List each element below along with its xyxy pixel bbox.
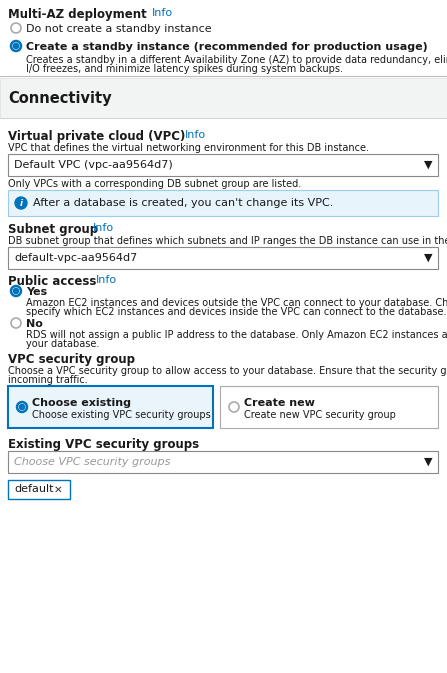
Text: ▼: ▼ — [423, 457, 432, 467]
Text: Choose existing VPC security groups: Choose existing VPC security groups — [32, 410, 211, 420]
Circle shape — [10, 22, 22, 34]
Text: Info: Info — [185, 130, 206, 140]
Circle shape — [10, 285, 22, 297]
Text: Creates a standby in a different Availability Zone (AZ) to provide data redundan: Creates a standby in a different Availab… — [26, 55, 447, 65]
Text: No: No — [26, 319, 43, 329]
Circle shape — [13, 43, 19, 48]
FancyBboxPatch shape — [8, 480, 70, 499]
Text: Only VPCs with a corresponding DB subnet group are listed.: Only VPCs with a corresponding DB subnet… — [8, 179, 301, 189]
Text: ▼: ▼ — [423, 253, 432, 263]
Circle shape — [19, 404, 25, 410]
Text: your database.: your database. — [26, 339, 99, 349]
FancyBboxPatch shape — [8, 451, 438, 473]
Text: ✕: ✕ — [54, 485, 63, 495]
Circle shape — [10, 40, 22, 52]
Text: VPC that defines the virtual networking environment for this DB instance.: VPC that defines the virtual networking … — [8, 143, 369, 153]
Text: incoming traffic.: incoming traffic. — [8, 375, 88, 385]
Text: Choose existing: Choose existing — [32, 398, 131, 408]
Text: default: default — [14, 485, 54, 495]
Text: Info: Info — [96, 275, 117, 285]
Text: Default VPC (vpc-aa9564d7): Default VPC (vpc-aa9564d7) — [14, 160, 173, 170]
Text: Virtual private cloud (VPC): Virtual private cloud (VPC) — [8, 130, 186, 143]
FancyBboxPatch shape — [8, 247, 438, 269]
Text: Existing VPC security groups: Existing VPC security groups — [8, 438, 199, 451]
FancyBboxPatch shape — [8, 386, 213, 428]
Text: Info: Info — [93, 223, 114, 233]
Text: VPC security group: VPC security group — [8, 353, 135, 366]
Text: ▼: ▼ — [423, 160, 432, 170]
Text: RDS will not assign a public IP address to the database. Only Amazon EC2 instanc: RDS will not assign a public IP address … — [26, 330, 447, 340]
Text: Create new VPC security group: Create new VPC security group — [244, 410, 396, 420]
FancyBboxPatch shape — [220, 386, 438, 428]
Text: Subnet group: Subnet group — [8, 223, 98, 236]
FancyBboxPatch shape — [8, 154, 438, 176]
Circle shape — [15, 197, 27, 209]
Circle shape — [13, 289, 19, 293]
Text: Create a standby instance (recommended for production usage): Create a standby instance (recommended f… — [26, 42, 428, 52]
Circle shape — [228, 401, 240, 413]
Text: DB subnet group that defines which subnets and IP ranges the DB instance can use: DB subnet group that defines which subne… — [8, 236, 447, 246]
Text: Public access: Public access — [8, 275, 97, 288]
Circle shape — [16, 401, 28, 413]
Text: Amazon EC2 instances and devices outside the VPC can connect to your database. C: Amazon EC2 instances and devices outside… — [26, 298, 447, 308]
Text: After a database is created, you can't change its VPC.: After a database is created, you can't c… — [33, 198, 333, 208]
Text: Choose VPC security groups: Choose VPC security groups — [14, 457, 170, 467]
Text: i: i — [19, 199, 22, 207]
Text: I/O freezes, and minimize latency spikes during system backups.: I/O freezes, and minimize latency spikes… — [26, 64, 343, 74]
Text: Multi-AZ deployment: Multi-AZ deployment — [8, 8, 147, 21]
Text: Connectivity: Connectivity — [8, 90, 112, 106]
Text: Yes: Yes — [26, 287, 47, 297]
Text: specify which EC2 instances and devices inside the VPC can connect to the databa: specify which EC2 instances and devices … — [26, 307, 447, 317]
Text: default-vpc-aa9564d7: default-vpc-aa9564d7 — [14, 253, 137, 263]
Circle shape — [10, 317, 22, 329]
FancyBboxPatch shape — [0, 78, 447, 118]
Text: Do not create a standby instance: Do not create a standby instance — [26, 24, 211, 34]
Text: Info: Info — [152, 8, 173, 18]
Text: Choose a VPC security group to allow access to your database. Ensure that the se: Choose a VPC security group to allow acc… — [8, 366, 447, 376]
Text: Create new: Create new — [244, 398, 315, 408]
FancyBboxPatch shape — [8, 190, 438, 216]
